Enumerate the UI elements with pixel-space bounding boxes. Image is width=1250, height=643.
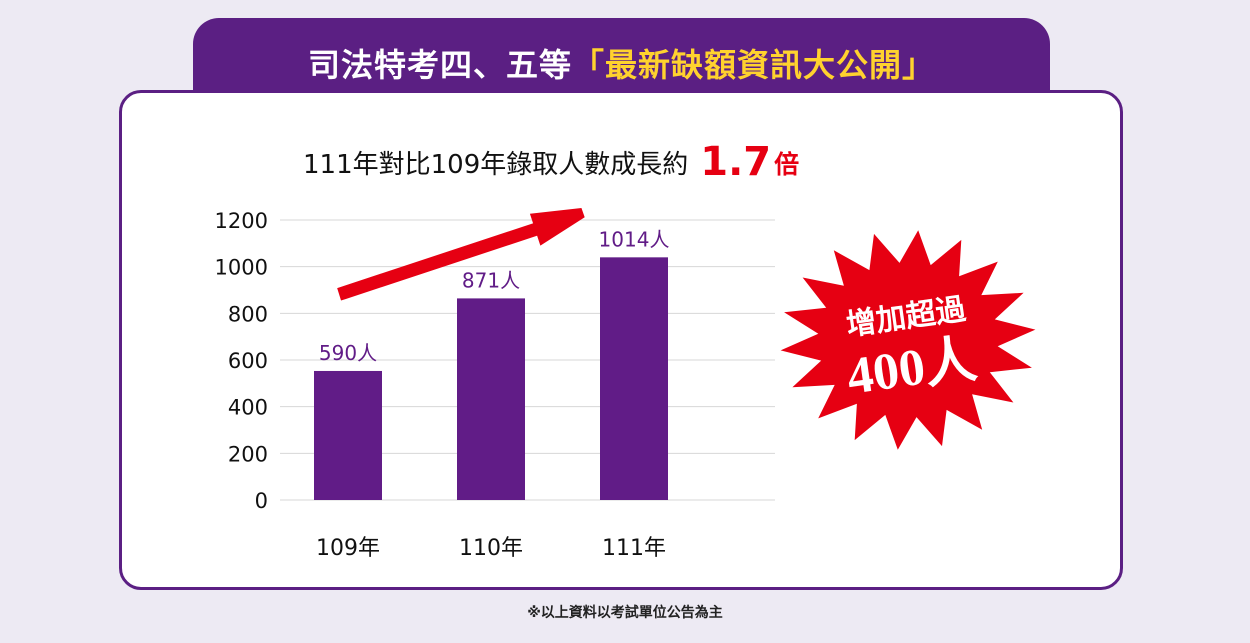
y-tick-label: 1200 <box>215 209 268 233</box>
x-tick-label: 109年 <box>316 536 380 561</box>
bar-value-labels: 590人 871人 1014人 <box>319 227 670 365</box>
y-axis-ticks: 0 200 400 600 800 1000 1200 <box>215 209 268 513</box>
bar-value-label: 590人 <box>319 341 377 365</box>
bar <box>314 370 382 500</box>
trend-arrow-shape <box>337 208 585 301</box>
bar-value-label: 1014人 <box>599 227 670 251</box>
x-tick-label: 111年 <box>602 536 666 561</box>
banner-title-highlight: 「最新缺額資訊大公開」 <box>572 46 936 84</box>
headline-text: 111年對比109年錄取人數成長約 <box>303 150 689 180</box>
bars <box>314 257 668 500</box>
y-tick-label: 600 <box>228 349 268 373</box>
starburst-shape <box>780 230 1036 450</box>
x-tick-label: 110年 <box>459 536 523 561</box>
bar <box>600 257 668 500</box>
banner-title: 司法特考四、五等「最新缺額資訊大公開」 <box>193 40 1050 86</box>
bar <box>457 298 525 500</box>
bar-value-label: 871人 <box>462 268 520 292</box>
y-tick-label: 200 <box>228 442 268 466</box>
burst-badge: 增加超過 400人 <box>780 230 1036 450</box>
headline-multiplier-unit: 倍 <box>774 150 800 179</box>
trend-arrow <box>337 208 585 301</box>
headline-multiplier: 1.7 <box>700 139 772 185</box>
headline: 111年對比109年錄取人數成長約 1.7 倍 <box>303 138 963 186</box>
banner-title-prefix: 司法特考四、五等 <box>307 46 572 84</box>
y-tick-label: 0 <box>255 489 268 513</box>
y-tick-label: 800 <box>228 302 268 326</box>
y-tick-label: 400 <box>228 396 268 420</box>
x-axis-ticks: 109年 110年 111年 <box>316 536 666 561</box>
y-tick-label: 1000 <box>215 256 268 280</box>
footnote: ※以上資料以考試單位公告為主 <box>527 605 723 621</box>
